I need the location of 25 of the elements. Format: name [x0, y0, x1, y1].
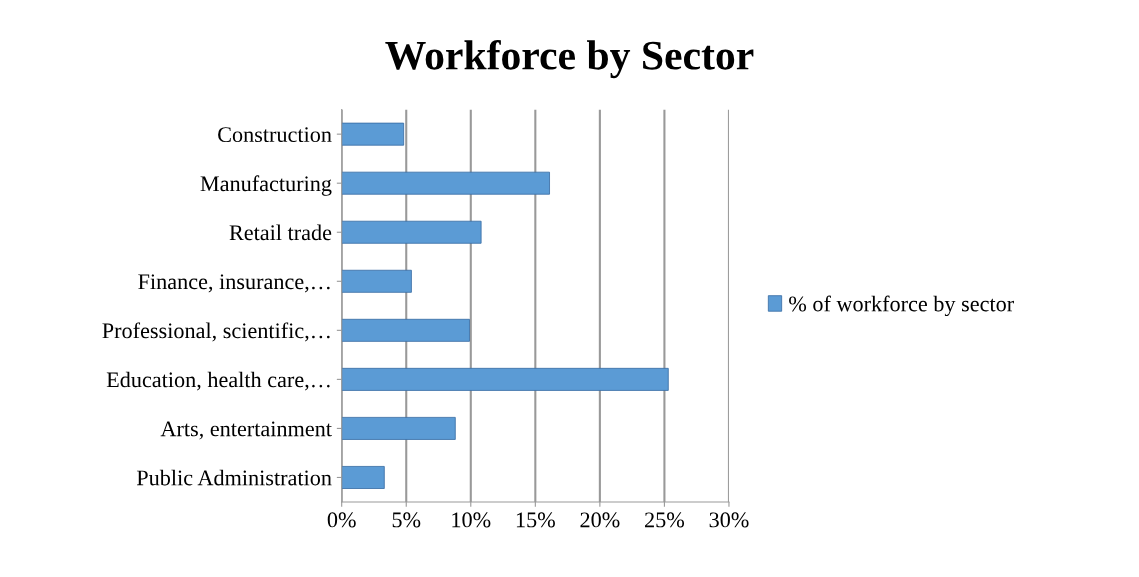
bar: [341, 122, 405, 146]
bar: [341, 318, 470, 342]
x-tick-label: 25%: [645, 512, 685, 528]
bar: [341, 269, 412, 293]
x-tick-label: 10%: [452, 512, 491, 528]
y-tick-label: Education, health care,…: [106, 371, 330, 391]
y-tick-label: Finance, insurance,…: [138, 274, 330, 293]
x-tick-label: 5%: [392, 512, 421, 528]
chart-title: Workforce by Sector: [385, 39, 754, 79]
y-tick-label: Public Administration: [136, 469, 332, 486]
bar: [341, 416, 456, 440]
bar: [341, 171, 550, 195]
bar: [341, 220, 482, 244]
bar: [341, 466, 385, 489]
bar: [341, 367, 669, 391]
y-tick-label: Professional, scientific,…: [102, 322, 330, 342]
x-tick-label: 0%: [327, 512, 356, 528]
x-tick-label: 15%: [516, 512, 555, 528]
y-tick-label: Construction: [218, 127, 332, 143]
y-tick-label: Manufacturing: [200, 175, 332, 196]
x-tick-label: 20%: [580, 512, 620, 528]
x-tick-label: 30%: [709, 512, 749, 528]
y-tick-label: Arts, entertainment: [160, 421, 332, 440]
legend-label: % of workforce by sector: [789, 295, 1014, 317]
y-tick-label: Retail trade: [229, 224, 332, 241]
